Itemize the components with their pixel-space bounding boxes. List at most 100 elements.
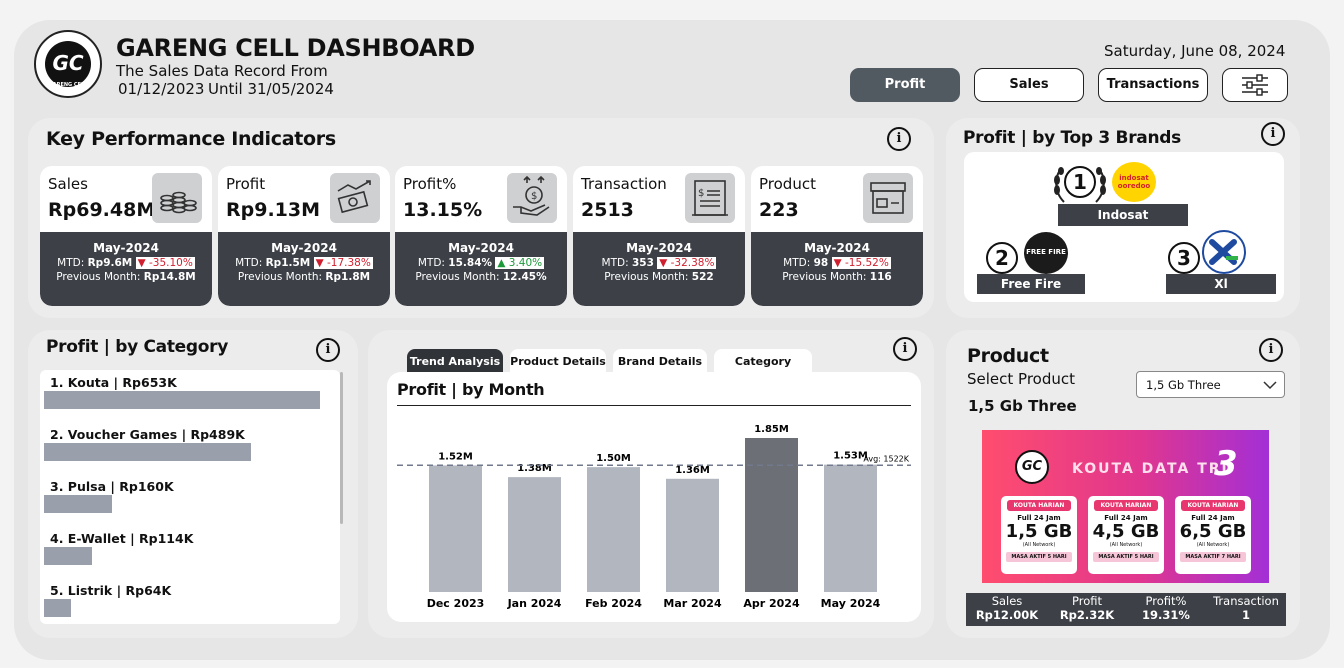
date-range-until: Until 31/05/2024	[208, 80, 334, 98]
category-bar[interactable]	[44, 495, 112, 513]
kpi-card-transaction[interactable]: Transaction 2513 $ May-2024 MTD: 353 ▼ -32.3…	[573, 166, 745, 306]
sales-button[interactable]: Sales	[974, 68, 1084, 102]
product-stat-profit: Profit% 19.31%	[1126, 594, 1206, 622]
freefire-logo: FREE FIRE	[1024, 232, 1068, 274]
transactions-button[interactable]: Transactions	[1098, 68, 1208, 102]
box-icon	[863, 173, 913, 223]
selected-product-title: 1,5 Gb Three	[968, 397, 1077, 415]
chart-value-label: 1.36M	[675, 465, 710, 476]
category-info-icon[interactable]: i	[316, 338, 340, 362]
profit-button[interactable]: Profit	[850, 68, 960, 102]
kpi-mtd-row: MTD: 15.84% ▲ 3.40%	[417, 257, 545, 269]
chart-value-label: 1.53M	[833, 451, 868, 462]
chart-bar-dec-2023[interactable]	[429, 465, 482, 592]
coins-icon	[152, 173, 202, 223]
kpi-change: ▲ 3.40%	[495, 257, 545, 269]
chart-bar-apr-2024[interactable]	[745, 438, 798, 592]
chart-x-label: Jan 2024	[507, 597, 562, 610]
kpi-prev-row: Previous Month: Rp1.8M	[237, 271, 371, 283]
kpi-prev-row: Previous Month: Rp14.8M	[56, 271, 196, 283]
kpi-label: Sales	[48, 175, 88, 193]
kpi-card-sales[interactable]: Sales Rp69.48M May-2024 MTD: Rp9.6M ▼ -35.1…	[40, 166, 212, 306]
kpi-change: ▼ -32.38%	[657, 257, 717, 269]
hand-dollar-icon: $	[507, 173, 557, 223]
product-stats-bar	[966, 593, 1286, 626]
product-banner: GC KOUTA DATA TRI 3 KOUTA HARIAN Full 24 …	[982, 430, 1269, 583]
category-scrollbar[interactable]	[340, 372, 343, 524]
kpi-card-profit[interactable]: Profit% 13.15% $ May-2024 MTD: 15.84% ▲ 3.40…	[395, 166, 567, 306]
page-title: GARENG CELL DASHBOARD	[116, 34, 475, 62]
kpi-month: May-2024	[448, 241, 514, 255]
product-stat-profit: Profit Rp2.32K	[1047, 594, 1127, 622]
kpi-mtd-row: MTD: 353 ▼ -32.38%	[601, 257, 717, 269]
chart-value-label: 1.50M	[596, 453, 631, 464]
product-title: Product	[967, 345, 1049, 367]
chart-x-label: Feb 2024	[585, 597, 642, 610]
package-active: MASA AKTIF 5 HARI	[1006, 552, 1072, 562]
category-bar[interactable]	[44, 443, 251, 461]
kpi-info-icon[interactable]: i	[887, 127, 911, 151]
kpi-value: 223	[759, 199, 799, 221]
kpi-prev: 12.45%	[502, 271, 547, 283]
rank-3-badge: 3	[1168, 242, 1200, 274]
chart-bar-may-2024[interactable]	[824, 464, 877, 592]
kpi-mtd-row: MTD: Rp1.5M ▼ -17.38%	[235, 257, 373, 269]
sliders-icon	[1242, 74, 1268, 96]
kpi-change: ▼ -15.52%	[831, 257, 891, 269]
kpi-card-product[interactable]: Product 223 May-2024 MTD: 98 ▼ -15.52% Previ…	[751, 166, 923, 306]
filter-button[interactable]	[1222, 68, 1288, 102]
category-bar[interactable]	[44, 391, 320, 409]
tab-trend-analysis[interactable]: Trend Analysis	[407, 349, 503, 375]
kpi-footer: May-2024 MTD: Rp1.5M ▼ -17.38% Previous Mo…	[218, 232, 390, 306]
stat-key: Profit%	[1145, 594, 1187, 608]
category-item-label: 3. Pulsa | Rp160K	[50, 479, 174, 494]
kpi-prev: 116	[869, 271, 892, 283]
category-bar[interactable]	[44, 547, 92, 565]
tab-brand-details[interactable]: Brand Details	[613, 349, 707, 375]
stat-value: 19.31%	[1142, 608, 1190, 622]
product-stat-transaction: Transaction 1	[1206, 594, 1286, 622]
chart-bar-mar-2024[interactable]	[666, 478, 719, 592]
kpi-footer: May-2024 MTD: 353 ▼ -32.38% Previous Month…	[573, 232, 745, 306]
category-bar[interactable]	[44, 599, 71, 617]
package-size: 4,5 GB	[1092, 521, 1160, 542]
receipt-icon: $	[685, 173, 735, 223]
svg-text:$: $	[531, 191, 537, 202]
kpi-change: ▼ -17.38%	[313, 257, 373, 269]
chart-bar-feb-2024[interactable]	[587, 467, 640, 592]
package-size: 6,5 GB	[1179, 521, 1247, 542]
tab-product-details[interactable]: Product Details	[510, 349, 606, 375]
chart-title-rule	[397, 405, 911, 406]
stat-value: Rp2.32K	[1059, 608, 1115, 622]
kpi-mtd: Rp1.5M	[265, 257, 311, 269]
product-select[interactable]: 1,5 Gb Three	[1136, 371, 1285, 398]
svg-text:$: $	[698, 188, 704, 199]
chart-value-label: 1.38M	[517, 463, 552, 474]
kpi-prev-row: Previous Month: 522	[604, 271, 714, 283]
indosat-logo: indosat ooredoo	[1112, 162, 1156, 202]
kpi-month: May-2024	[93, 241, 159, 255]
kpi-prev-row: Previous Month: 12.45%	[415, 271, 547, 283]
money-chart-icon	[330, 173, 380, 223]
kpi-prev-row: Previous Month: 116	[782, 271, 892, 283]
product-info-icon[interactable]: i	[1259, 338, 1283, 362]
chart-x-label: May 2024	[821, 597, 881, 610]
brand-freefire-label: Free Fire	[977, 274, 1085, 294]
stat-key: Transaction	[1213, 594, 1279, 608]
stat-key: Sales	[991, 594, 1023, 608]
tri-logo: 3	[1214, 444, 1238, 484]
package-size: 1,5 GB	[1005, 521, 1073, 542]
date-range-from: 01/12/2023	[118, 80, 205, 98]
kpi-card-profit[interactable]: Profit Rp9.13M May-2024 MTD: Rp1.5M ▼ -17.3…	[218, 166, 390, 306]
kpi-mtd-row: MTD: 98 ▼ -15.52%	[783, 257, 891, 269]
package-tag: KOUTA HARIAN	[1181, 500, 1245, 511]
trend-info-icon[interactable]: i	[893, 337, 917, 361]
package-tag: KOUTA HARIAN	[1007, 500, 1071, 511]
package-active: MASA AKTIF 5 HARI	[1093, 552, 1159, 562]
chart-bar-jan-2024[interactable]	[508, 477, 561, 592]
tab-category-details[interactable]: Category Details	[714, 349, 812, 394]
kpi-prev: Rp1.8M	[325, 271, 371, 283]
kpi-mtd: 15.84%	[448, 257, 493, 269]
brands-info-icon[interactable]: i	[1261, 122, 1285, 146]
package-duration: Full 24 Jam	[1191, 514, 1235, 522]
